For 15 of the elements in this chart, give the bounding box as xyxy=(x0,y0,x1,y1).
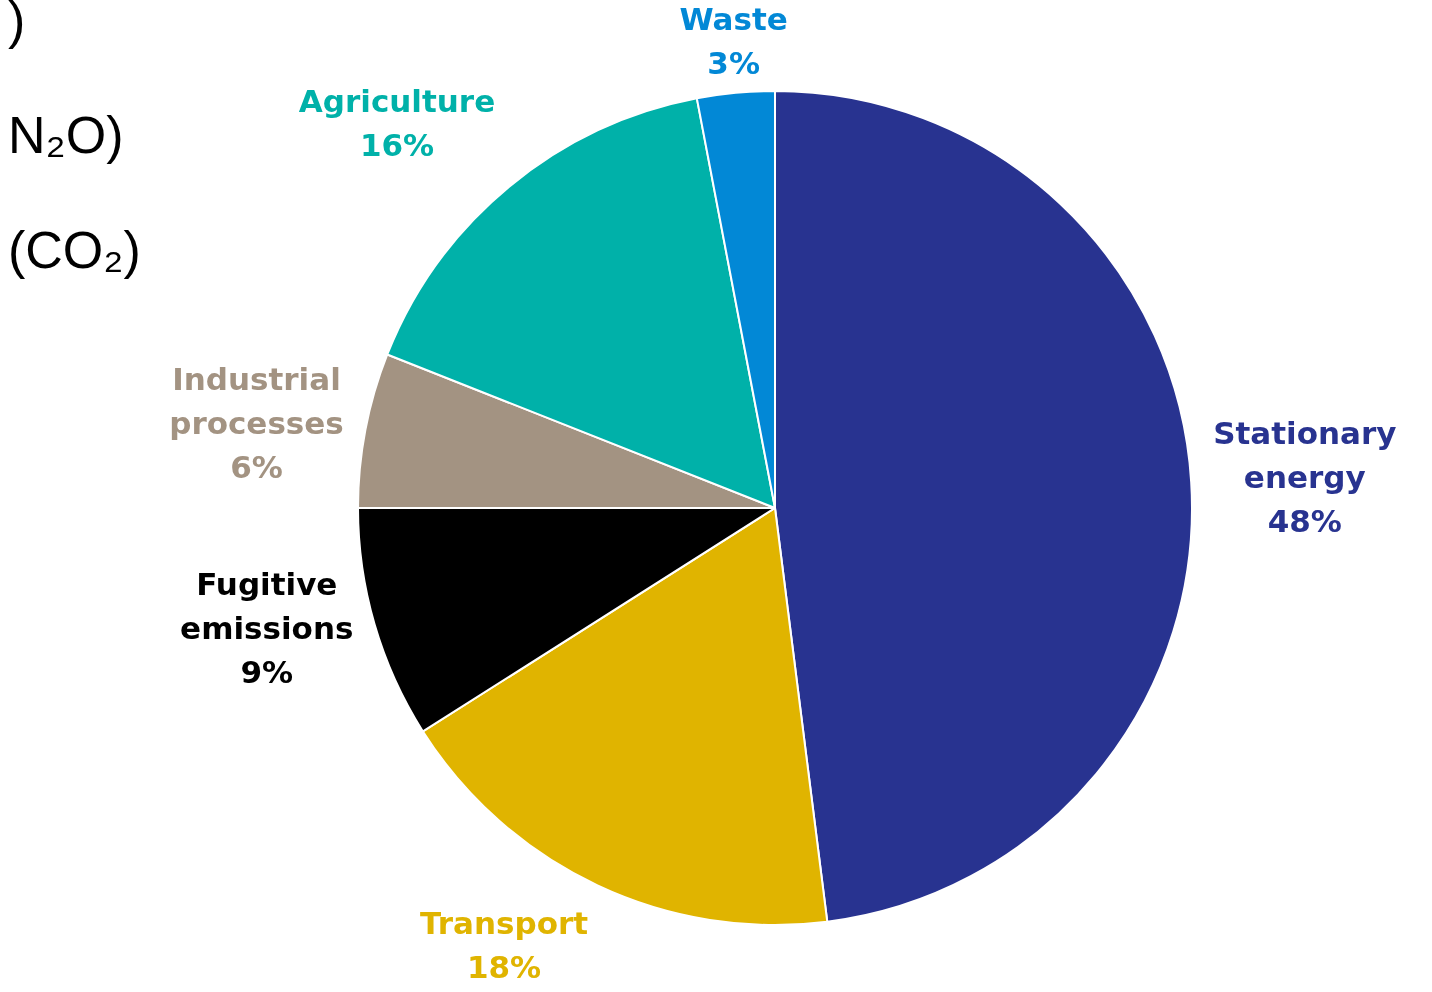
data-label: 3% xyxy=(707,45,761,82)
slice-label: Industrial processes xyxy=(169,360,344,441)
data-label: 9% xyxy=(240,653,294,690)
text: ) xyxy=(8,0,26,50)
slice-label: Stationary energy xyxy=(1213,415,1397,496)
text: (CO₂) xyxy=(8,220,141,280)
data-label: 16% xyxy=(359,126,435,163)
data-label: 48% xyxy=(1267,503,1342,540)
slice-label: Agriculture xyxy=(298,82,496,119)
slice-label: Waste xyxy=(679,1,788,38)
data-label: 6% xyxy=(230,448,283,485)
slice-label: Transport xyxy=(420,905,589,942)
slice-label: Fugitive emissions xyxy=(180,565,354,646)
data-label: 18% xyxy=(466,949,542,986)
text: N₂O) xyxy=(8,105,124,165)
